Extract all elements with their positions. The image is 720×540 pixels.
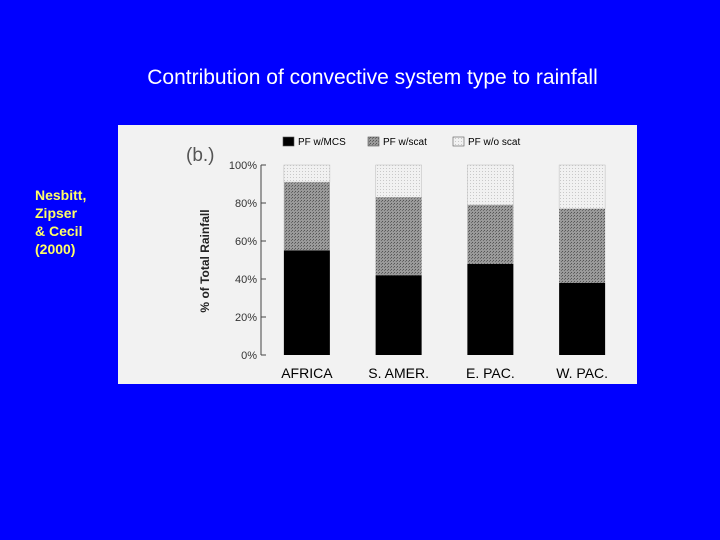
legend-label: PF w/MCS: [298, 137, 346, 148]
bar-segment-1: [375, 275, 422, 355]
y-tick-label: 40%: [235, 274, 257, 286]
bar-segment-3: [375, 164, 422, 198]
bar-segment-2: [467, 204, 514, 264]
legend-label: PF w/o scat: [468, 137, 520, 148]
legend-label: PF w/scat: [383, 137, 427, 148]
bar-segment-3: [283, 164, 331, 183]
legend-swatch: [367, 136, 380, 147]
citation-line: Zipser: [35, 205, 78, 221]
stacked-bar-chart: 0% 20% 40% 60% 80% 100% AFRICA S. AMER. E. PAC. W…: [186, 136, 608, 381]
x-category-label: W. PAC.: [556, 365, 608, 381]
y-tick-label: 60%: [235, 236, 257, 248]
y-tick-label: 100%: [229, 160, 257, 172]
citation: Nesbitt, Zipser & Cecil (2000): [35, 186, 125, 258]
legend-swatch: [282, 136, 295, 147]
x-category-label: AFRICA: [281, 365, 333, 381]
bar-segment-3: [558, 164, 606, 209]
y-tick-label: 20%: [235, 312, 257, 324]
bar-segment-2: [283, 182, 330, 251]
bar-segment-1: [283, 250, 330, 355]
legend-swatch: [452, 136, 465, 147]
panel-label: (b.): [186, 145, 215, 166]
bar-segment-3: [467, 164, 514, 206]
citation-line: & Cecil: [35, 223, 83, 239]
bar-segment-2: [375, 197, 422, 276]
y-tick-label: 0%: [241, 350, 257, 362]
bar-segment-2: [559, 208, 606, 283]
slide-title: Contribution of convective system type t…: [147, 66, 598, 89]
y-axis-label: % of Total Rainfall: [198, 209, 212, 312]
chart-figure: 0% 20% 40% 60% 80% 100% AFRICA S. AMER. E. PAC. W…: [118, 125, 637, 384]
bar-segment-1: [559, 282, 606, 355]
y-tick-label: 80%: [235, 198, 257, 210]
bar-segment-1: [467, 263, 514, 355]
citation-line: Nesbitt,: [35, 187, 87, 203]
x-category-label: E. PAC.: [466, 365, 515, 381]
citation-line: (2000): [35, 241, 76, 257]
x-category-label: S. AMER.: [368, 365, 429, 381]
